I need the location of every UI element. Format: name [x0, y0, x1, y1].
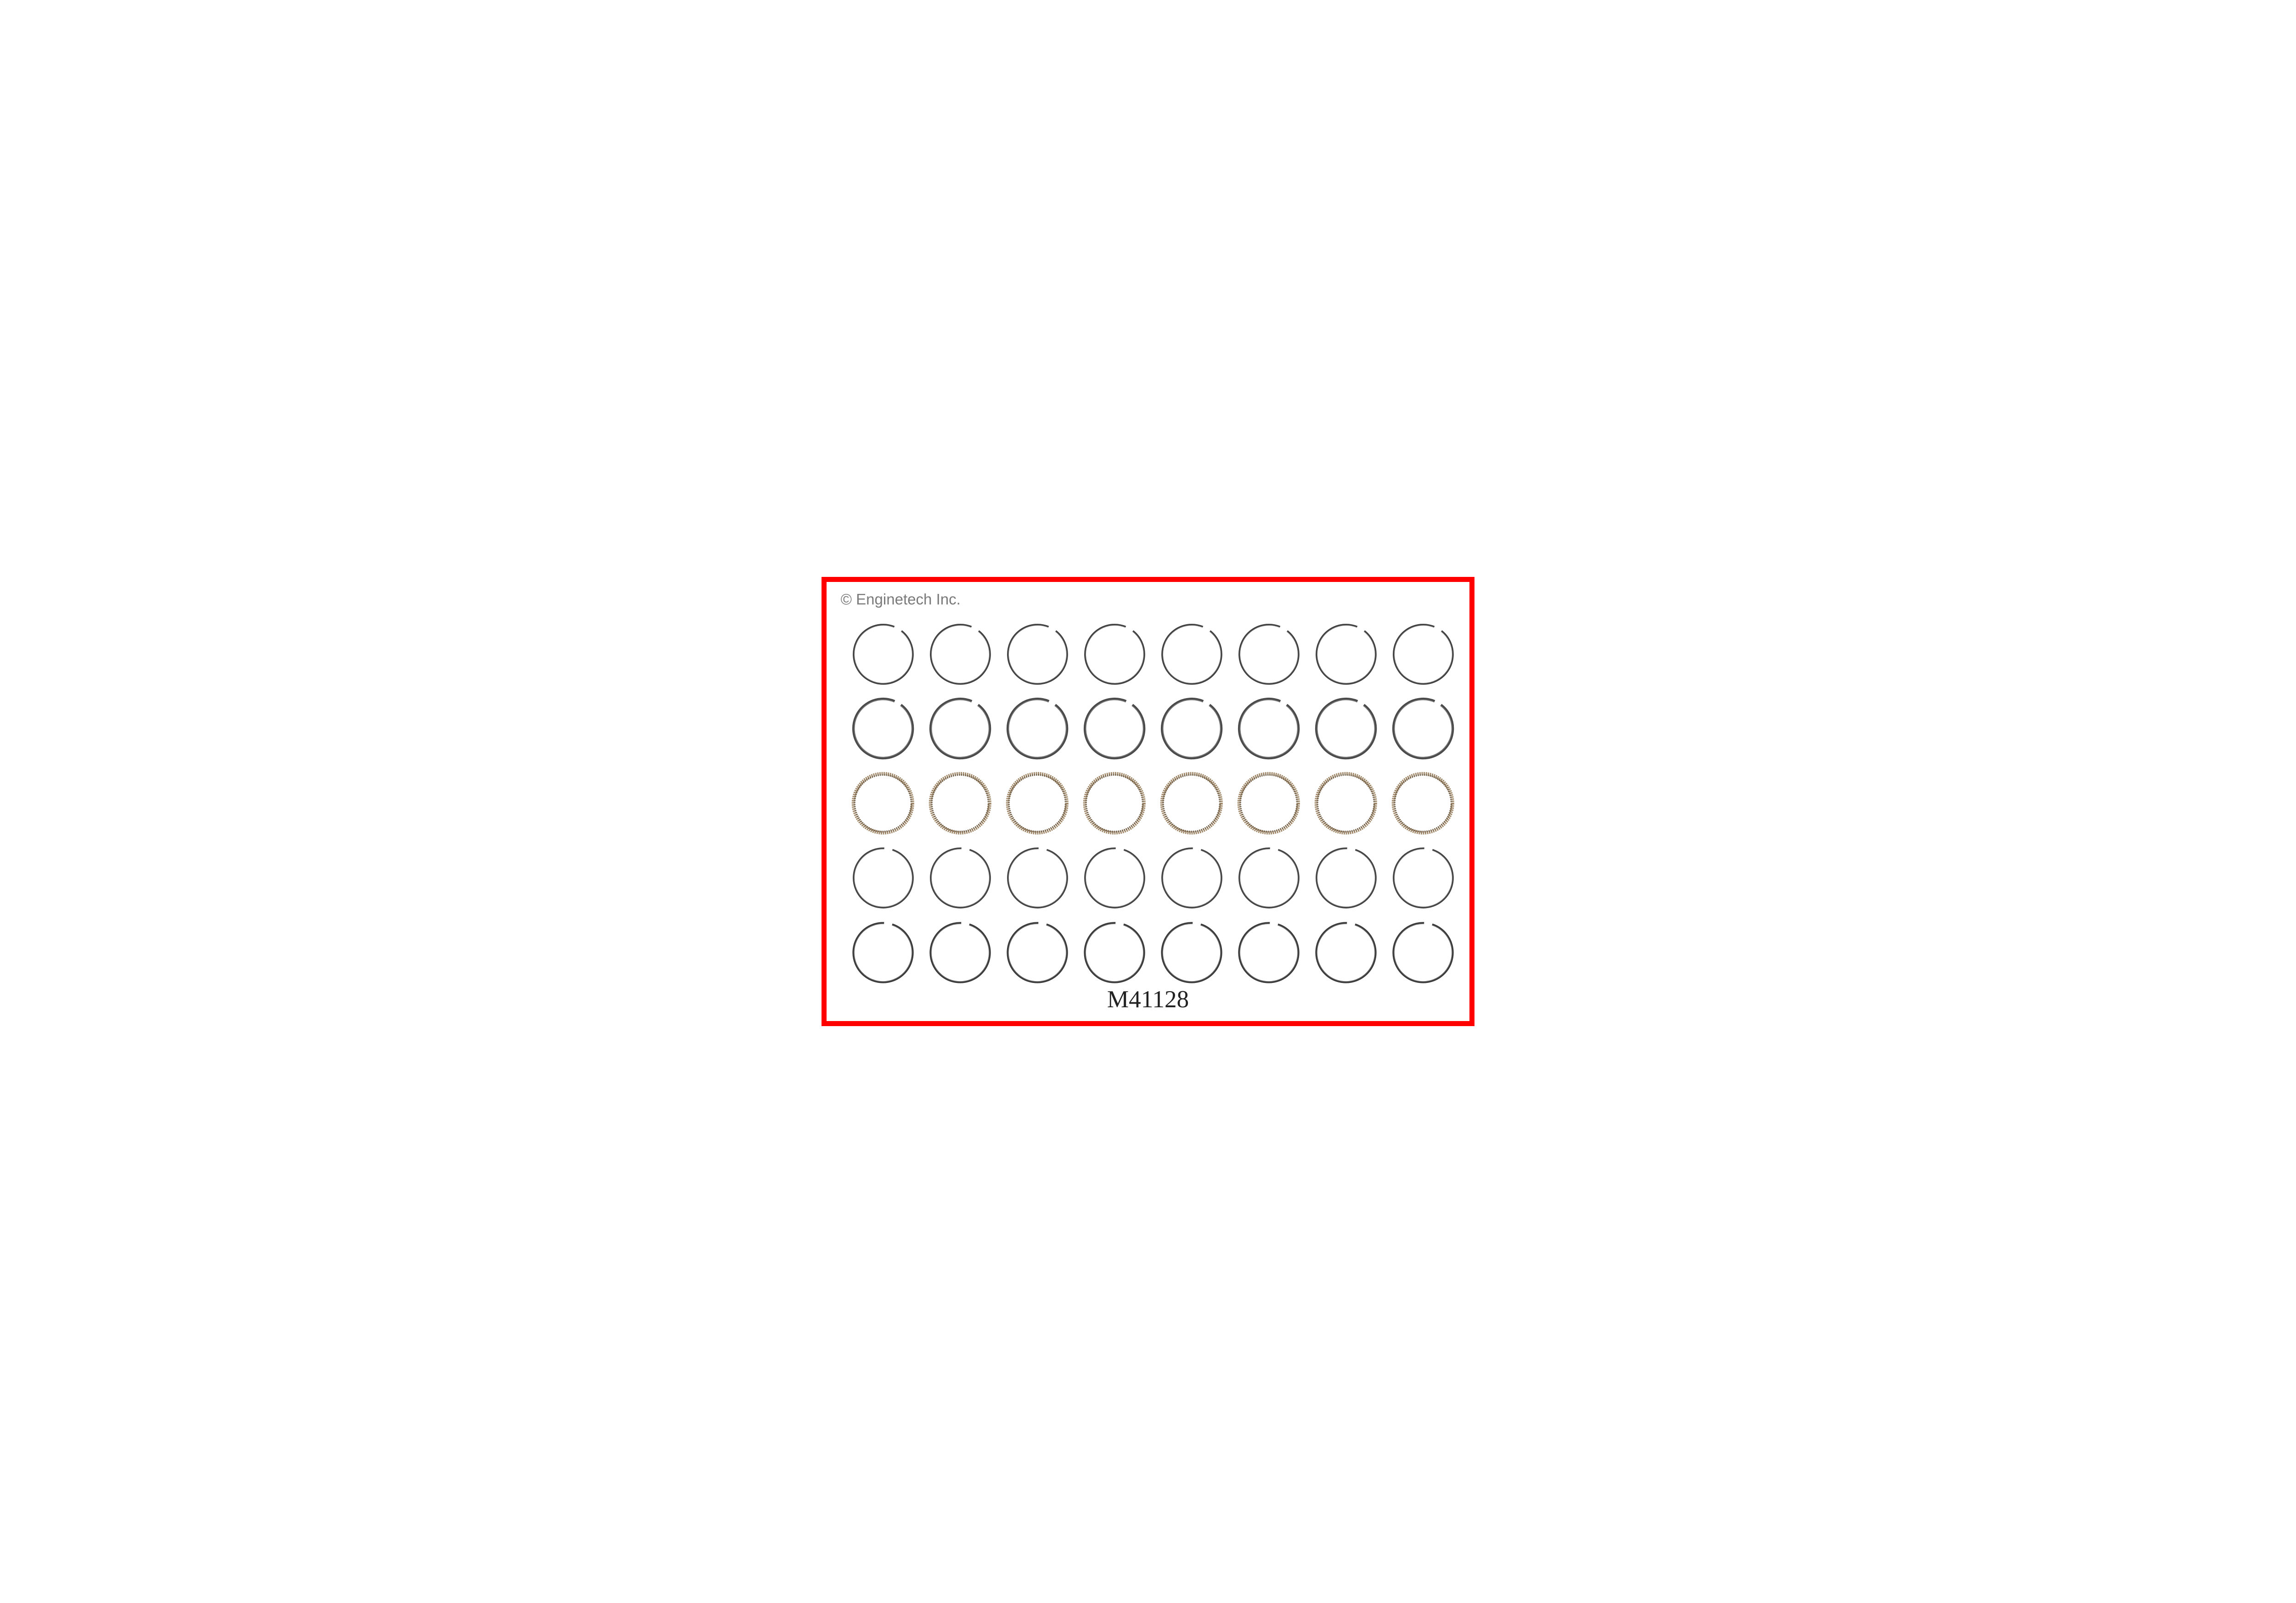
product-diagram-frame: © Enginetech Inc. M41128	[822, 577, 1474, 1026]
ring-oil_expander	[1076, 766, 1153, 841]
ring-oil_expander	[922, 766, 999, 841]
ring-compression_second	[1307, 691, 1384, 766]
ring-oil_expander	[1384, 766, 1462, 841]
ring-compression_second	[1153, 691, 1230, 766]
ring-oil_rail	[999, 841, 1076, 915]
ring-oil_rail	[1076, 841, 1153, 915]
ring-oil_expander	[1230, 766, 1307, 841]
ring-oil_expander	[1153, 766, 1230, 841]
ring-oil_rail_bottom	[1384, 915, 1462, 990]
ring-compression_second	[1384, 691, 1462, 766]
ring-oil_rail	[1230, 841, 1307, 915]
ring-oil_rail_bottom	[1307, 915, 1384, 990]
ring-oil_rail	[1307, 841, 1384, 915]
ring-compression_second	[844, 691, 922, 766]
ring-oil_expander	[999, 766, 1076, 841]
ring-oil_rail_bottom	[922, 915, 999, 990]
ring-oil_rail_bottom	[999, 915, 1076, 990]
ring-compression_top	[1230, 617, 1307, 691]
ring-oil_rail_bottom	[1076, 915, 1153, 990]
ring-oil_rail	[844, 841, 922, 915]
ring-compression_top	[1076, 617, 1153, 691]
ring-compression_top	[844, 617, 922, 691]
ring-oil_rail	[1153, 841, 1230, 915]
ring-oil_rail_bottom	[1230, 915, 1307, 990]
copyright-text: © Enginetech Inc.	[841, 591, 961, 609]
ring-compression_second	[1230, 691, 1307, 766]
ring-compression_top	[1153, 617, 1230, 691]
ring-compression_second	[999, 691, 1076, 766]
ring-oil_rail	[922, 841, 999, 915]
ring-oil_rail_bottom	[844, 915, 922, 990]
ring-grid	[844, 617, 1462, 990]
ring-oil_expander	[1307, 766, 1384, 841]
ring-oil_expander	[844, 766, 922, 841]
ring-oil_rail	[1384, 841, 1462, 915]
ring-compression_top	[1384, 617, 1462, 691]
ring-compression_top	[1307, 617, 1384, 691]
ring-compression_top	[922, 617, 999, 691]
part-number-label: M41128	[827, 985, 1469, 1013]
ring-compression_second	[1076, 691, 1153, 766]
ring-oil_rail_bottom	[1153, 915, 1230, 990]
ring-compression_top	[999, 617, 1076, 691]
ring-compression_second	[922, 691, 999, 766]
